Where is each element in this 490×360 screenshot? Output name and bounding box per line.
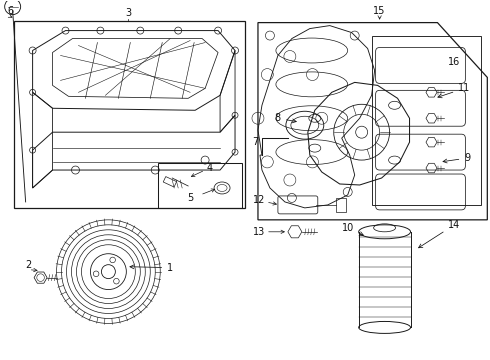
- Text: 6: 6: [8, 6, 14, 15]
- Text: 14: 14: [418, 220, 461, 248]
- Text: 2: 2: [25, 260, 32, 270]
- Text: 15: 15: [373, 6, 386, 15]
- Text: 7: 7: [252, 137, 258, 147]
- Text: 4: 4: [207, 163, 213, 173]
- Bar: [336, 198, 346, 212]
- Bar: [14, 21, 245, 208]
- Text: 1: 1: [130, 263, 173, 273]
- Bar: [158, 163, 242, 208]
- Text: 10: 10: [342, 223, 364, 235]
- Text: 5: 5: [187, 193, 193, 203]
- Text: 8: 8: [275, 113, 296, 123]
- Text: 12: 12: [252, 195, 265, 205]
- Text: 9: 9: [443, 153, 470, 163]
- Text: 13: 13: [253, 227, 265, 237]
- Text: 16: 16: [448, 58, 461, 67]
- Bar: [163, 176, 176, 187]
- Text: 11: 11: [438, 84, 470, 98]
- Text: 3: 3: [125, 8, 131, 18]
